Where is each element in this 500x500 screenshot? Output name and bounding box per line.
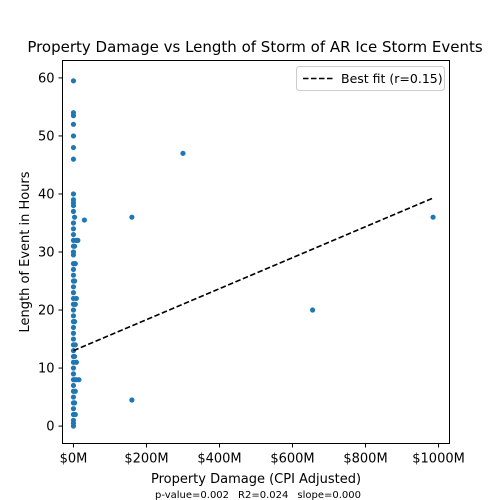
stats-footnote: p-value=0.002 R2=0.024 slope=0.000 [155,490,361,500]
data-point [71,203,76,208]
data-point [71,78,76,83]
legend-label: Best fit (r=0.15) [341,71,443,86]
data-point [82,217,87,222]
data-point [71,220,76,225]
x-tick-label: $600M [270,452,314,467]
data-point [71,157,76,162]
y-axis-title: Length of Event in Hours [18,171,33,332]
data-point [73,342,78,347]
x-tick-label: $1000M [412,452,465,467]
data-point [74,360,79,365]
p-value-text: p-value=0.002 [155,490,229,500]
x-tick-label: $400M [197,452,241,467]
data-point [71,394,76,399]
data-point [75,238,80,243]
y-tick-label: 50 [38,129,55,144]
y-tick-label: 0 [46,420,54,435]
data-point [430,215,435,220]
data-point [71,290,76,295]
data-point [71,406,76,411]
data-point [73,412,78,417]
data-point [71,122,76,127]
data-point [71,226,76,231]
x-tick-label: $800M [343,452,387,467]
data-point [71,191,76,196]
data-point [71,307,76,312]
data-point [71,113,76,118]
y-tick-label: 30 [38,246,55,261]
slope-text: slope=0.000 [297,490,361,500]
data-point [72,278,77,283]
data-point [72,319,77,324]
data-point [71,383,76,388]
data-point [129,397,134,402]
data-point [129,215,134,220]
data-point [71,273,76,278]
y-tick-label: 40 [38,187,55,202]
data-point [71,331,76,336]
y-tick-label: 20 [38,304,55,319]
chart-title: Property Damage vs Length of Storm of AR… [27,38,483,56]
data-point [71,284,76,289]
plot-frame [63,61,450,444]
data-point [180,151,185,156]
data-point [72,215,77,220]
data-point [71,371,76,376]
data-point [71,252,76,257]
data-point [71,267,76,272]
y-tick-label: 60 [38,71,55,86]
data-point [72,400,77,405]
y-tick-label: 10 [38,362,55,377]
data-points [71,78,436,428]
best-fit-line [73,198,433,351]
data-point [310,307,315,312]
data-point [74,296,79,301]
data-point [71,336,76,341]
data-point [73,261,78,266]
x-axis: $0M $200M $400M $600M $800M $1000M [60,444,465,467]
best-fit-line-path [73,198,433,351]
data-point [76,377,81,382]
data-point [71,145,76,150]
data-point [71,209,76,214]
data-point [71,133,76,138]
data-point [71,325,76,330]
data-point [71,313,76,318]
legend: Best fit (r=0.15) [297,67,445,91]
y-axis: 0 10 20 30 40 50 60 [38,71,63,434]
data-point [73,389,78,394]
data-point [71,365,76,370]
data-point [72,244,77,249]
data-point [72,354,77,359]
x-tick-label: $0M [60,452,88,467]
x-axis-title: Property Damage (CPI Adjusted) [151,472,361,487]
data-point [71,423,76,428]
x-tick-label: $200M [124,452,168,467]
data-point [73,302,78,307]
data-point [71,232,76,237]
r2-text: R2=0.024 [238,490,288,500]
